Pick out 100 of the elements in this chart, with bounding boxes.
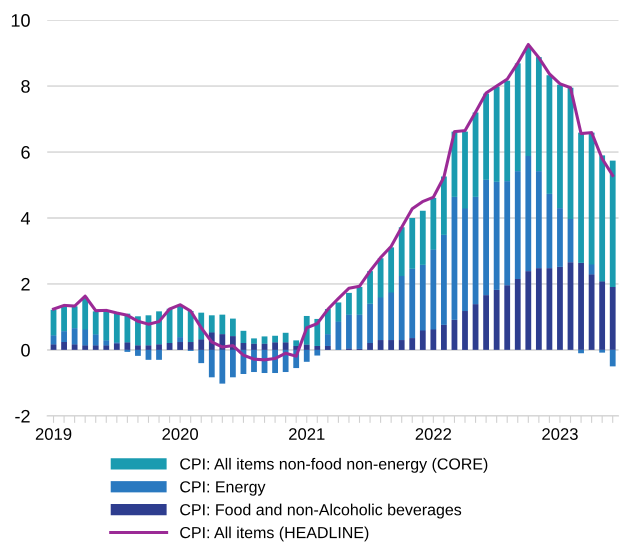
bar xyxy=(568,262,574,350)
bar xyxy=(546,268,552,350)
bar xyxy=(388,247,394,293)
bar xyxy=(61,331,67,342)
bar xyxy=(536,171,542,268)
bar xyxy=(462,311,468,350)
legend-label: CPI: Food and non-Alcoholic beverages xyxy=(180,504,462,519)
bar xyxy=(599,155,606,282)
bar xyxy=(420,264,426,330)
bar xyxy=(462,208,468,312)
bar xyxy=(208,350,215,378)
bar xyxy=(483,94,490,180)
bar xyxy=(356,286,362,315)
bar xyxy=(588,274,595,350)
bar xyxy=(177,305,184,338)
bar xyxy=(82,345,88,350)
bar xyxy=(430,198,436,250)
bar xyxy=(324,346,331,350)
bar xyxy=(420,210,426,265)
bar xyxy=(293,340,300,346)
bar xyxy=(504,285,510,350)
bar xyxy=(378,258,384,298)
bar xyxy=(230,318,236,336)
y-tick-label: 8 xyxy=(21,80,30,93)
bar xyxy=(578,262,584,350)
bar xyxy=(483,180,490,296)
bar xyxy=(135,350,141,356)
bar xyxy=(304,344,310,350)
bar xyxy=(420,330,426,350)
bar xyxy=(494,182,500,290)
bar xyxy=(568,88,574,219)
bar xyxy=(92,345,99,350)
bar xyxy=(114,343,120,350)
bar xyxy=(514,279,521,350)
bar xyxy=(188,342,194,350)
bar xyxy=(50,310,56,336)
bar xyxy=(367,271,373,304)
bar xyxy=(198,350,204,364)
bar xyxy=(441,176,447,235)
bar xyxy=(578,350,584,354)
legend-label: CPI: Energy xyxy=(180,481,266,496)
y-tick-label: 10 xyxy=(12,14,30,27)
bar xyxy=(599,281,606,350)
bar xyxy=(367,304,373,344)
x-tick-label: 2021 xyxy=(289,428,324,440)
bar xyxy=(388,292,394,340)
x-tick-label: 2023 xyxy=(542,428,578,440)
bar xyxy=(409,268,416,338)
bar xyxy=(177,337,184,342)
bar xyxy=(525,271,532,350)
bar xyxy=(504,80,510,182)
bar xyxy=(82,329,88,346)
bar xyxy=(430,329,436,350)
bar xyxy=(494,290,500,350)
bar xyxy=(452,320,458,350)
x-tick-label: 2020 xyxy=(162,428,198,440)
y-tick-label: -2 xyxy=(15,410,30,422)
y-tick-label: 4 xyxy=(20,212,30,225)
bar xyxy=(610,160,616,287)
bar xyxy=(219,350,226,384)
bar xyxy=(525,46,532,156)
bar xyxy=(262,344,268,350)
bar xyxy=(304,350,310,362)
bar xyxy=(472,304,478,350)
bar xyxy=(219,314,226,334)
bar xyxy=(156,344,162,350)
bar xyxy=(272,336,278,342)
bar xyxy=(198,339,204,350)
bar xyxy=(599,350,606,353)
bar xyxy=(367,343,373,350)
bar xyxy=(335,322,342,350)
bar xyxy=(388,340,394,350)
bar xyxy=(114,314,120,342)
bar xyxy=(146,350,152,360)
bar xyxy=(240,330,246,344)
bar xyxy=(578,132,584,263)
bar xyxy=(536,57,542,172)
bar xyxy=(398,276,405,340)
bar xyxy=(282,342,289,350)
bar xyxy=(135,345,141,350)
bar xyxy=(378,340,384,350)
bar xyxy=(610,350,616,366)
bar xyxy=(124,342,130,350)
bar xyxy=(472,196,478,304)
bar xyxy=(472,112,478,197)
bar xyxy=(208,315,215,332)
bar xyxy=(177,342,184,350)
bar xyxy=(251,338,257,344)
bar xyxy=(483,295,490,350)
bar xyxy=(50,344,56,350)
bar xyxy=(61,305,67,332)
y-tick-label: 2 xyxy=(21,278,30,291)
bar xyxy=(314,350,320,356)
bar xyxy=(50,335,56,344)
bar xyxy=(409,338,416,350)
bar xyxy=(494,86,500,182)
bar xyxy=(324,334,331,346)
legend-label: CPI: All items non-food non-energy (CORE) xyxy=(180,458,488,473)
bar xyxy=(462,132,468,208)
bar xyxy=(103,345,110,350)
